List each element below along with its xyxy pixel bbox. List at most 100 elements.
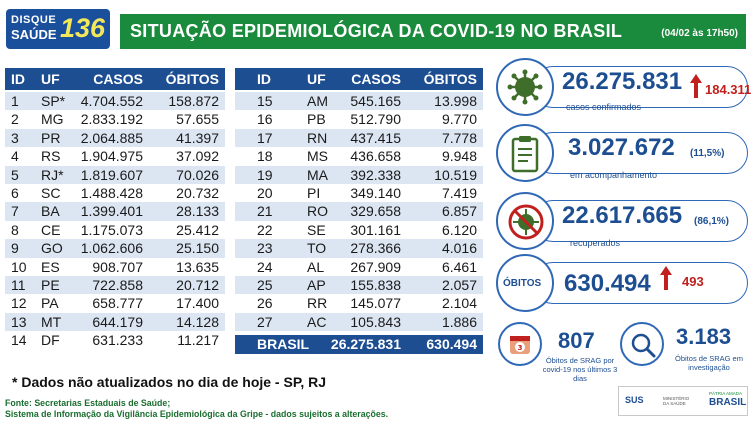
cell-id: 19 bbox=[257, 166, 273, 183]
cell-id: 16 bbox=[257, 111, 273, 128]
cell-id: 2 bbox=[11, 111, 19, 128]
cell-casos: 722.858 bbox=[92, 277, 143, 293]
table-row: 16 PB 512.790 9.770 bbox=[235, 110, 483, 128]
cell-obitos: 14.128 bbox=[176, 313, 219, 330]
col-header-obitos: ÓBITOS bbox=[165, 71, 219, 87]
logo-line1: DISQUE bbox=[11, 14, 57, 26]
cell-casos: 658.777 bbox=[92, 295, 143, 312]
srag-confirmed-block: 3 807 Óbitos de SRAG por covid-19 nos úl… bbox=[498, 322, 618, 392]
calendar-number: 3 bbox=[518, 344, 523, 352]
cell-uf: PB bbox=[307, 111, 326, 128]
col-header-obitos: ÓBITOS bbox=[423, 71, 477, 87]
cell-obitos: 6.120 bbox=[441, 221, 477, 238]
col-header-id: ID bbox=[11, 71, 25, 87]
cell-id: 14 bbox=[11, 332, 27, 349]
cell-uf: RS bbox=[41, 148, 61, 165]
report-date: (04/02 às 17h50) bbox=[661, 28, 738, 39]
cell-obitos: 9.948 bbox=[441, 148, 477, 165]
cell-casos: 349.140 bbox=[350, 185, 401, 201]
logo-number: 136 bbox=[59, 13, 105, 43]
table-row: 19 MA 392.338 10.519 bbox=[235, 165, 483, 184]
source-line2: Sistema de Informação da Vigilância Epid… bbox=[5, 409, 389, 419]
confirmed-cases-card: 26.275.831 casos confirmados 184.311 bbox=[496, 58, 751, 116]
srag-investigation-label: Óbitos de SRAG em investigação bbox=[675, 354, 743, 372]
cell-casos: 908.707 bbox=[92, 258, 143, 275]
cell-casos: 1.062.606 bbox=[80, 240, 143, 257]
col-header-uf: UF bbox=[307, 71, 326, 87]
total-obitos: 630.494 bbox=[426, 336, 477, 352]
cell-casos: 644.179 bbox=[92, 313, 143, 330]
cell-id: 27 bbox=[257, 313, 273, 330]
cell-id: 17 bbox=[257, 129, 273, 146]
cell-casos: 267.909 bbox=[350, 258, 401, 275]
circle bbox=[496, 124, 554, 182]
title-bar: SITUAÇÃO EPIDEMIOLÓGICA DA COVID-19 NO B… bbox=[120, 14, 746, 49]
col-header-casos: CASOS bbox=[93, 71, 143, 87]
circle: ÓBITOS bbox=[496, 254, 554, 312]
arrow-up-icon bbox=[690, 74, 702, 98]
cell-id: 9 bbox=[11, 240, 19, 257]
cell-obitos: 2.104 bbox=[441, 295, 477, 312]
table-row: 27 AC 105.843 1.886 bbox=[235, 312, 483, 332]
cell-casos: 512.790 bbox=[350, 111, 401, 128]
cell-obitos: 25.412 bbox=[176, 221, 219, 238]
table-row: 2 MG 2.833.192 57.655 bbox=[5, 110, 225, 128]
cell-casos: 436.658 bbox=[350, 148, 401, 165]
cell-id: 21 bbox=[257, 203, 273, 220]
monitoring-card: 3.027.672 em acompanhamento (11,5%) bbox=[496, 124, 748, 182]
cell-id: 5 bbox=[11, 166, 19, 183]
table-row: 25 AP 155.838 2.057 bbox=[235, 276, 483, 295]
cell-uf: PE bbox=[41, 277, 60, 293]
cell-uf: SC bbox=[41, 185, 61, 201]
cell-obitos: 37.092 bbox=[176, 148, 219, 165]
virus-crossed-icon bbox=[508, 204, 544, 240]
cell-uf: CE bbox=[41, 221, 61, 238]
cell-id: 3 bbox=[11, 129, 19, 146]
cell-obitos: 11.217 bbox=[177, 332, 219, 349]
table-row: 3 PR 2.064.885 41.397 bbox=[5, 128, 225, 148]
recovered-value: 22.617.665 bbox=[562, 202, 683, 229]
gov-tagline: PÁTRIA AMADA bbox=[709, 391, 743, 396]
deaths-card: ÓBITOS 630.494 493 bbox=[496, 254, 748, 312]
cell-uf: RO bbox=[307, 203, 328, 220]
cell-obitos: 17.400 bbox=[176, 295, 219, 312]
cell-uf: MA bbox=[307, 166, 328, 183]
table-row: 7 BA 1.399.401 28.133 bbox=[5, 202, 225, 221]
cell-id: 11 bbox=[11, 277, 26, 293]
cell-id: 25 bbox=[257, 277, 273, 293]
table-header: ID UF CASOS ÓBITOS bbox=[235, 68, 483, 90]
cell-casos: 4.704.552 bbox=[80, 93, 143, 109]
srag-investigation-block: 3.183 Óbitos de SRAG em investigação bbox=[620, 322, 750, 382]
cell-uf: PR bbox=[41, 129, 61, 146]
cell-obitos: 13.998 bbox=[434, 93, 477, 109]
state-table-right: ID UF CASOS ÓBITOS 15 AM 545.165 13.998 16 PB… bbox=[235, 68, 483, 354]
cell-id: 12 bbox=[11, 295, 27, 312]
cell-uf: RR bbox=[307, 295, 328, 312]
monitoring-value: 3.027.672 bbox=[568, 134, 675, 161]
cell-obitos: 6.461 bbox=[441, 258, 477, 275]
calendar-icon: 3 bbox=[510, 336, 530, 354]
col-header-uf: UF bbox=[41, 71, 60, 87]
table-row: 18 MS 436.658 9.948 bbox=[235, 147, 483, 165]
cell-obitos: 10.519 bbox=[434, 166, 477, 183]
deaths-delta: 493 bbox=[682, 274, 704, 289]
recovered-label: recuperados bbox=[570, 238, 621, 248]
ministry-logo: MINISTÉRIO DA SAÚDE bbox=[663, 396, 690, 406]
table-row: 8 CE 1.175.073 25.412 bbox=[5, 221, 225, 239]
cell-casos: 329.658 bbox=[350, 203, 401, 220]
table-row: 22 SE 301.161 6.120 bbox=[235, 221, 483, 239]
cell-id: 20 bbox=[257, 185, 273, 201]
cell-id: 22 bbox=[257, 221, 273, 238]
cell-obitos: 6.857 bbox=[441, 203, 477, 220]
cell-obitos: 7.778 bbox=[441, 129, 477, 146]
cell-obitos: 28.133 bbox=[176, 203, 219, 220]
cell-id: 23 bbox=[257, 240, 273, 257]
cell-obitos: 20.712 bbox=[176, 277, 219, 293]
cell-obitos: 9.770 bbox=[441, 111, 477, 128]
cell-obitos: 2.057 bbox=[441, 277, 477, 293]
cell-casos: 145.077 bbox=[350, 295, 401, 312]
cell-id: 4 bbox=[11, 148, 19, 165]
srag-investigation-value: 3.183 bbox=[676, 324, 732, 349]
table-row: 4 RS 1.904.975 37.092 bbox=[5, 147, 225, 165]
disque-saude-logo: DISQUE SAÚDE 136 bbox=[6, 9, 110, 49]
